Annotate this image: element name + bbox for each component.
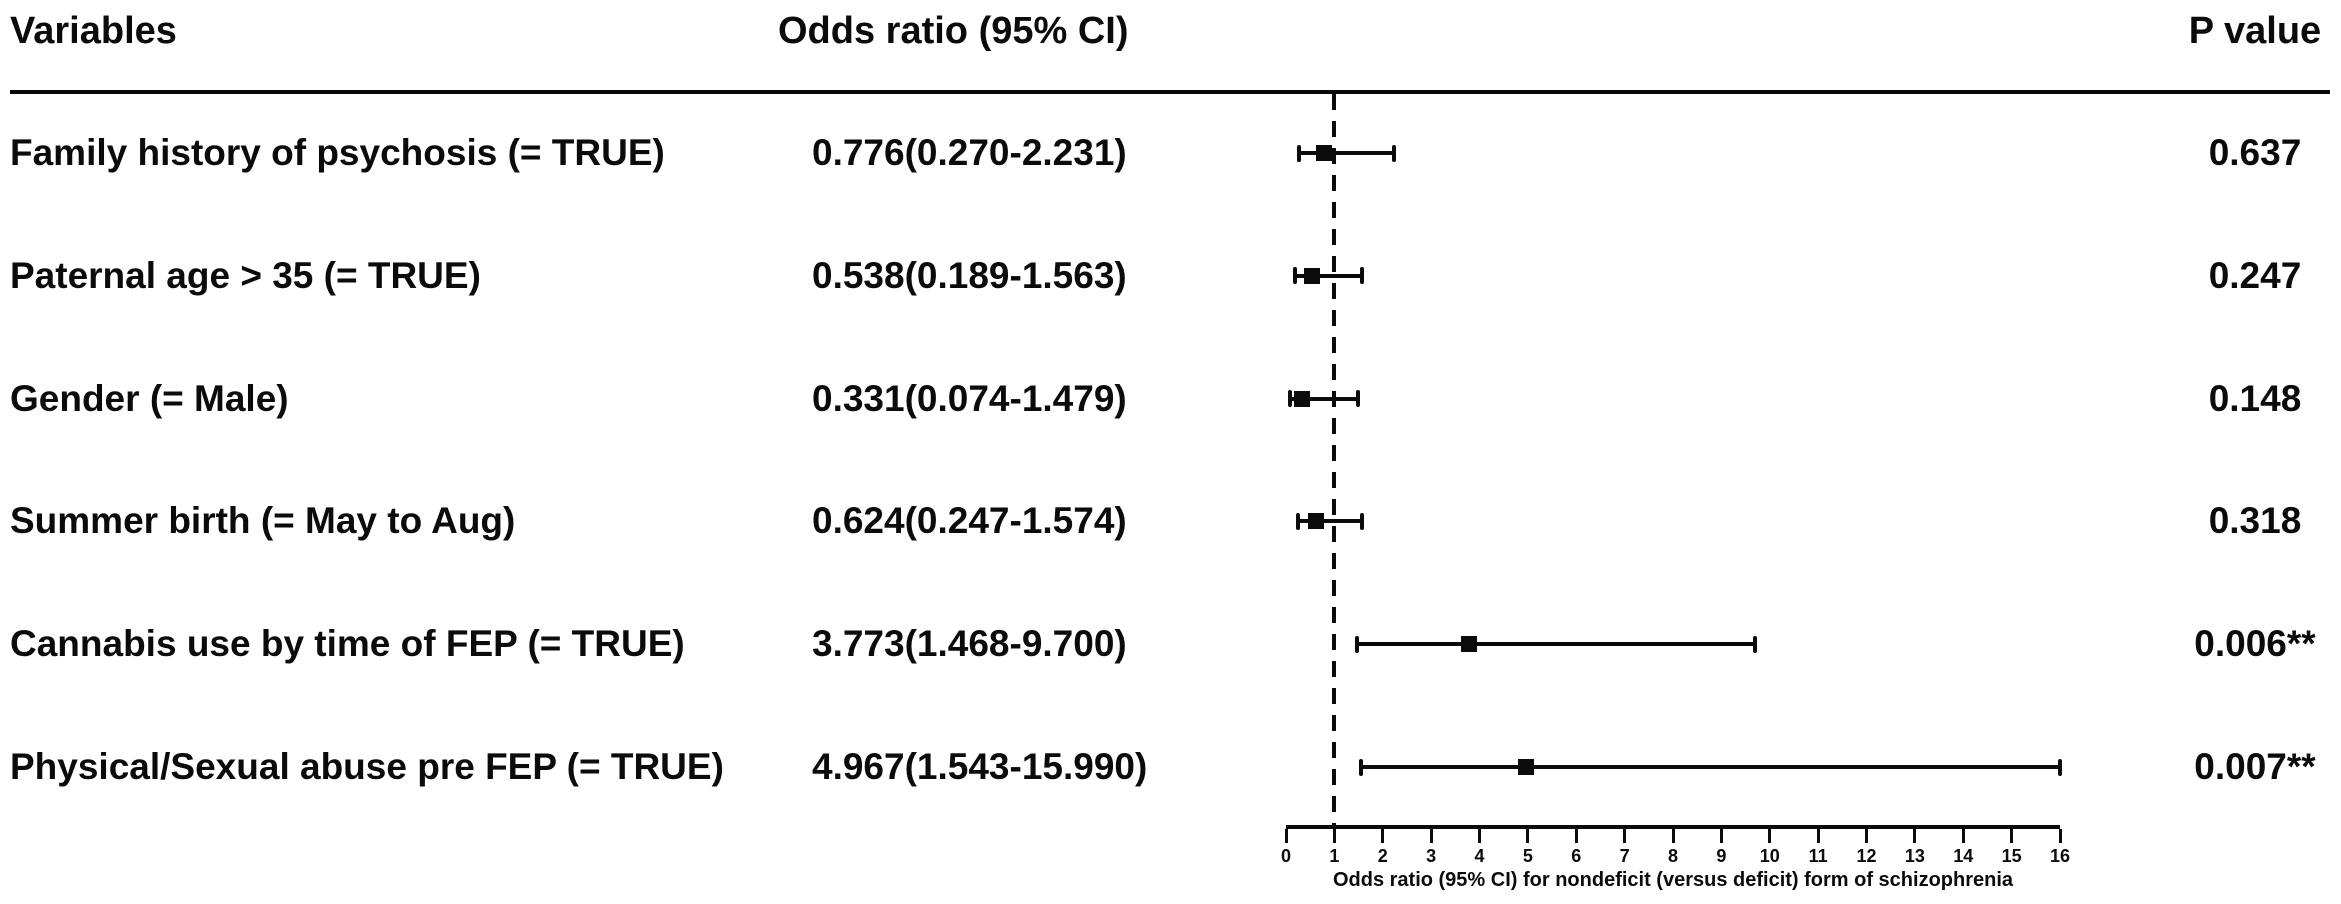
reference-line-or-1 (1332, 94, 1337, 825)
row-odds-ratio-ci: 0.776(0.270-2.231) (812, 132, 1127, 173)
row-variable-label: Summer birth (= May to Aug) (10, 500, 516, 542)
x-axis-tick (1913, 829, 1917, 843)
row-p-value: 0.007** (2194, 746, 2316, 787)
row-variable-label: Family history of psychosis (= TRUE) (10, 132, 665, 173)
ci-upper-cap (1359, 267, 1364, 285)
x-axis-tick (1429, 829, 1433, 843)
odds-ratio-marker (1294, 390, 1310, 407)
x-axis-tick (1816, 829, 1820, 843)
x-axis-tick (2058, 829, 2062, 843)
x-axis-tick-label: 1 (1329, 846, 1340, 866)
x-axis-tick-label: 0 (1280, 846, 1291, 866)
row-variable-label: Physical/Sexual abuse pre FEP (= TRUE) (10, 746, 724, 787)
x-axis-tick-label: 5 (1522, 846, 1533, 866)
x-axis-tick-label: 14 (1953, 846, 1974, 866)
ci-interval-line (1297, 519, 1363, 524)
column-header-odds-ratio: Odds ratio (95% CI) (778, 10, 1129, 52)
x-axis-title: Odds ratio (95% CI) for nondeficit (vers… (1332, 869, 2014, 891)
x-axis-tick (1865, 829, 1868, 843)
ci-interval-line (1299, 151, 1394, 155)
x-axis-tick (1671, 829, 1675, 843)
ci-lower-cap (1295, 512, 1300, 530)
ci-lower-cap (1287, 390, 1292, 408)
row-odds-ratio-ci: 0.538(0.189-1.563) (812, 254, 1127, 296)
x-axis-tick-label: 11 (1808, 846, 1828, 866)
row-odds-ratio-ci: 0.331(0.074-1.479) (812, 377, 1127, 419)
ci-lower-cap (1297, 144, 1302, 162)
ci-upper-cap (1753, 635, 1758, 653)
ci-upper-cap (1391, 144, 1396, 162)
ci-upper-cap (1355, 390, 1360, 408)
ci-interval-line (1295, 273, 1362, 278)
header-divider-rule (10, 90, 2330, 94)
x-axis-line (1286, 825, 2060, 829)
ci-interval-line (1357, 642, 1756, 647)
x-axis-tick (1623, 829, 1627, 843)
x-axis-tick-label: 8 (1667, 846, 1678, 866)
x-axis-tick (1961, 829, 1965, 843)
x-axis-tick (1381, 829, 1385, 843)
row-p-value: 0.148 (2208, 377, 2302, 419)
row-p-value: 0.637 (2208, 132, 2302, 173)
x-axis-tick (1574, 829, 1578, 843)
odds-ratio-marker (1518, 759, 1535, 775)
row-odds-ratio-ci: 3.773(1.468-9.700) (812, 623, 1127, 665)
column-header-variables: Variables (10, 10, 177, 52)
ci-upper-cap (1360, 512, 1365, 530)
odds-ratio-marker (1304, 267, 1321, 284)
x-axis-tick (1526, 829, 1530, 843)
row-variable-label: Paternal age > 35 (= TRUE) (10, 254, 481, 296)
odds-ratio-marker (1308, 513, 1325, 530)
x-axis-tick (1478, 829, 1481, 843)
x-axis-tick-label: 10 (1759, 846, 1780, 866)
ci-interval-line (1289, 396, 1358, 401)
x-axis-tick-label: 4 (1474, 846, 1485, 866)
ci-interval-line (1360, 765, 2060, 769)
odds-ratio-marker (1315, 145, 1332, 161)
x-axis-tick (2010, 829, 2014, 843)
x-axis-tick-label: 3 (1426, 846, 1437, 866)
x-axis-tick (1719, 829, 1723, 843)
x-axis-tick-label: 7 (1619, 846, 1630, 866)
x-axis-tick (1284, 829, 1288, 843)
x-axis-tick (1768, 829, 1772, 843)
row-variable-label: Cannabis use by time of FEP (= TRUE) (10, 623, 685, 665)
x-axis-tick (1332, 829, 1336, 843)
ci-lower-cap (1355, 635, 1359, 653)
row-p-value: 0.318 (2208, 500, 2302, 542)
ci-lower-cap (1358, 758, 1363, 776)
x-axis-tick-label: 13 (1904, 846, 1925, 866)
x-axis-tick-label: 16 (2049, 846, 2071, 866)
ci-lower-cap (1293, 267, 1298, 285)
row-p-value: 0.247 (2208, 254, 2302, 296)
ci-upper-cap (2057, 758, 2062, 776)
row-odds-ratio-ci: 0.624(0.247-1.574) (812, 500, 1127, 542)
odds-ratio-marker (1460, 636, 1477, 653)
x-axis-tick-label: 2 (1377, 846, 1388, 866)
x-axis-tick-label: 9 (1716, 846, 1727, 866)
column-header-p-value: P value (2188, 10, 2322, 52)
x-axis-tick-label: 12 (1856, 846, 1877, 866)
x-axis-tick-label: 6 (1571, 846, 1582, 866)
row-p-value: 0.006** (2194, 623, 2316, 665)
x-axis-tick-label: 15 (2001, 846, 2022, 866)
row-variable-label: Gender (= Male) (10, 377, 289, 419)
row-odds-ratio-ci: 4.967(1.543-15.990) (812, 746, 1148, 787)
